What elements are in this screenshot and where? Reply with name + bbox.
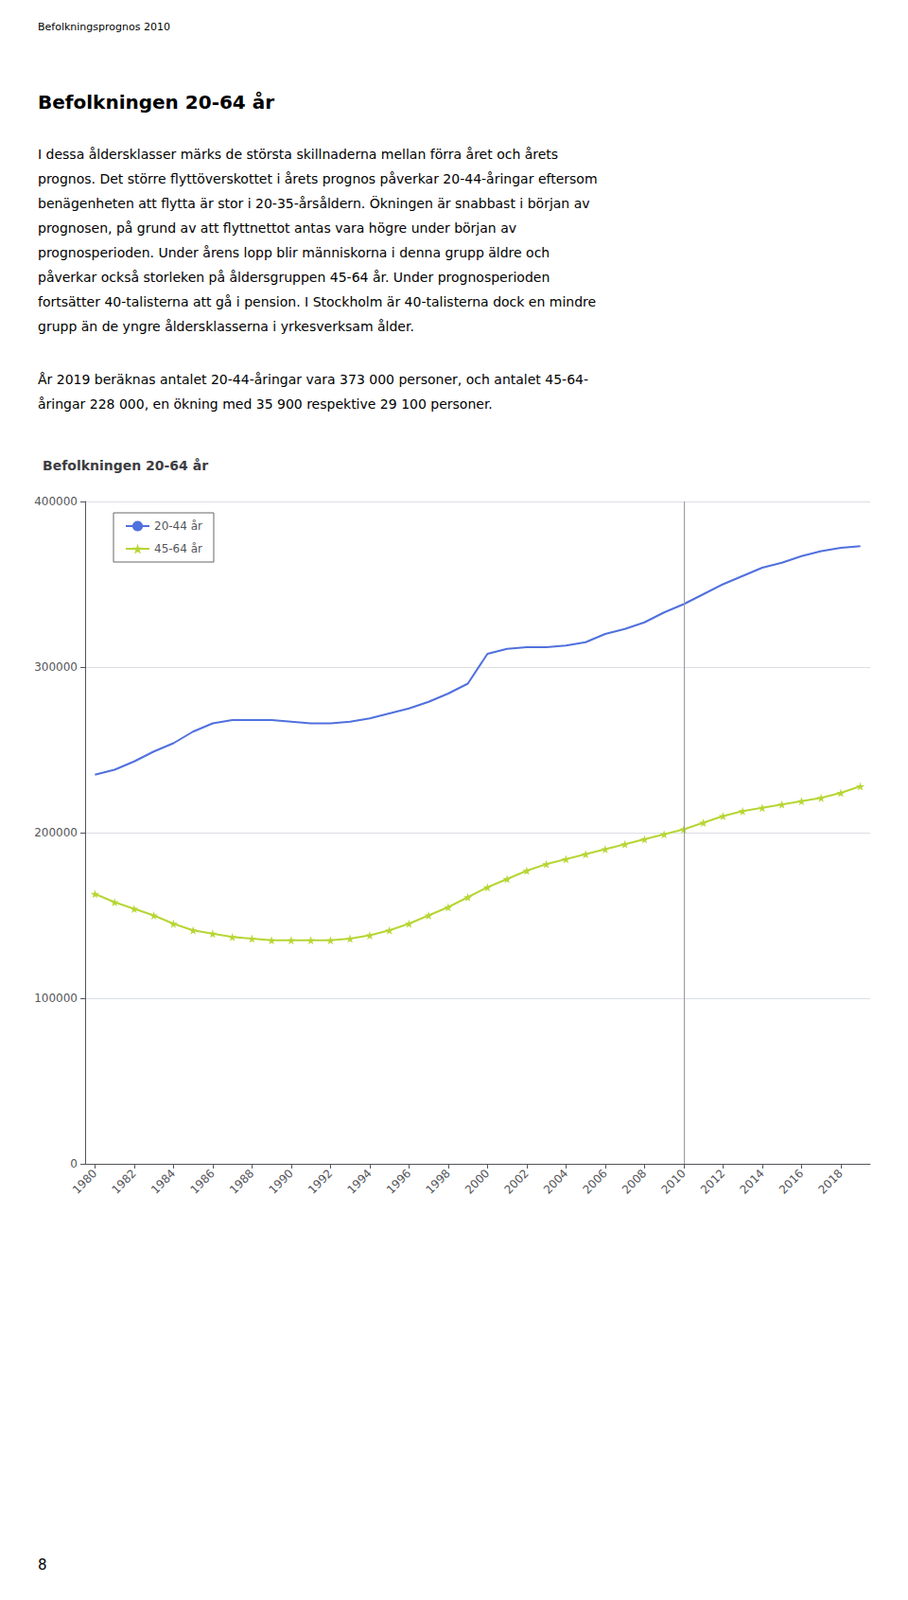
- svg-text:2018: 2018: [815, 1166, 845, 1196]
- svg-text:2012: 2012: [698, 1166, 728, 1196]
- svg-text:1998: 1998: [422, 1166, 453, 1196]
- svg-text:1986: 1986: [187, 1166, 217, 1196]
- svg-text:1982: 1982: [108, 1166, 139, 1196]
- html-text:prognos. Det större flyttövers: prognos. Det större flyttöverskottet i å…: [37, 171, 598, 187]
- svg-text:0: 0: [69, 1156, 78, 1170]
- svg-text:1990: 1990: [265, 1166, 296, 1196]
- svg-text:2002: 2002: [501, 1166, 531, 1196]
- html-text:8: 8: [37, 1555, 47, 1573]
- html-text:År 2019 beräknas antalet 20-44: År 2019 beräknas antalet 20-44-åringar v…: [37, 371, 589, 387]
- html-text:Befolkningen 20-64 år: Befolkningen 20-64 år: [37, 90, 275, 114]
- html-text:Befolkningsprognos 2010: Befolkningsprognos 2010: [37, 20, 171, 34]
- svg-text:2000: 2000: [462, 1166, 492, 1196]
- html-text:fortsätter 40-talisterna att g: fortsätter 40-talisterna att gå i pensio…: [37, 294, 596, 310]
- svg-text:1988: 1988: [227, 1166, 257, 1196]
- svg-text:1992: 1992: [305, 1166, 335, 1196]
- svg-text:2014: 2014: [736, 1166, 767, 1196]
- svg-text:300000: 300000: [34, 660, 78, 674]
- svg-text:1994: 1994: [344, 1166, 374, 1196]
- svg-text:400000: 400000: [34, 494, 78, 508]
- html-text:benägenheten att flytta är sto: benägenheten att flytta är stor i 20-35-…: [37, 195, 590, 211]
- svg-text:2006: 2006: [579, 1166, 610, 1196]
- html-text:prognosen, på grund av att fly: prognosen, på grund av att flyttnettot a…: [37, 220, 517, 236]
- html-text:prognosperioden. Under årens l: prognosperioden. Under årens lopp blir m…: [37, 244, 550, 261]
- svg-text:45-64 år: 45-64 år: [154, 541, 203, 556]
- svg-text:2016: 2016: [776, 1166, 806, 1196]
- svg-text:1984: 1984: [148, 1166, 178, 1196]
- html-text:I dessa åldersklasser märks de: I dessa åldersklasser märks de största s…: [37, 146, 559, 162]
- svg-text:1980: 1980: [69, 1166, 100, 1196]
- html-text:åringar 228 000, en ökning med: åringar 228 000, en ökning med 35 900 re…: [37, 396, 493, 412]
- svg-text:2008: 2008: [619, 1166, 649, 1196]
- svg-text:2004: 2004: [541, 1166, 571, 1196]
- html-text:grupp än de yngre åldersklasse: grupp än de yngre åldersklasserna i yrke…: [37, 318, 415, 334]
- svg-text:Befolkningen 20-64 år: Befolkningen 20-64 år: [42, 457, 209, 473]
- svg-text:1996: 1996: [384, 1166, 414, 1196]
- html-text:påverkar också storleken på ål: påverkar också storleken på åldersgruppe…: [37, 269, 550, 285]
- svg-text:100000: 100000: [34, 991, 78, 1005]
- svg-text:200000: 200000: [34, 825, 78, 839]
- svg-text:2010: 2010: [658, 1166, 688, 1196]
- svg-text:20-44 år: 20-44 år: [154, 519, 203, 533]
